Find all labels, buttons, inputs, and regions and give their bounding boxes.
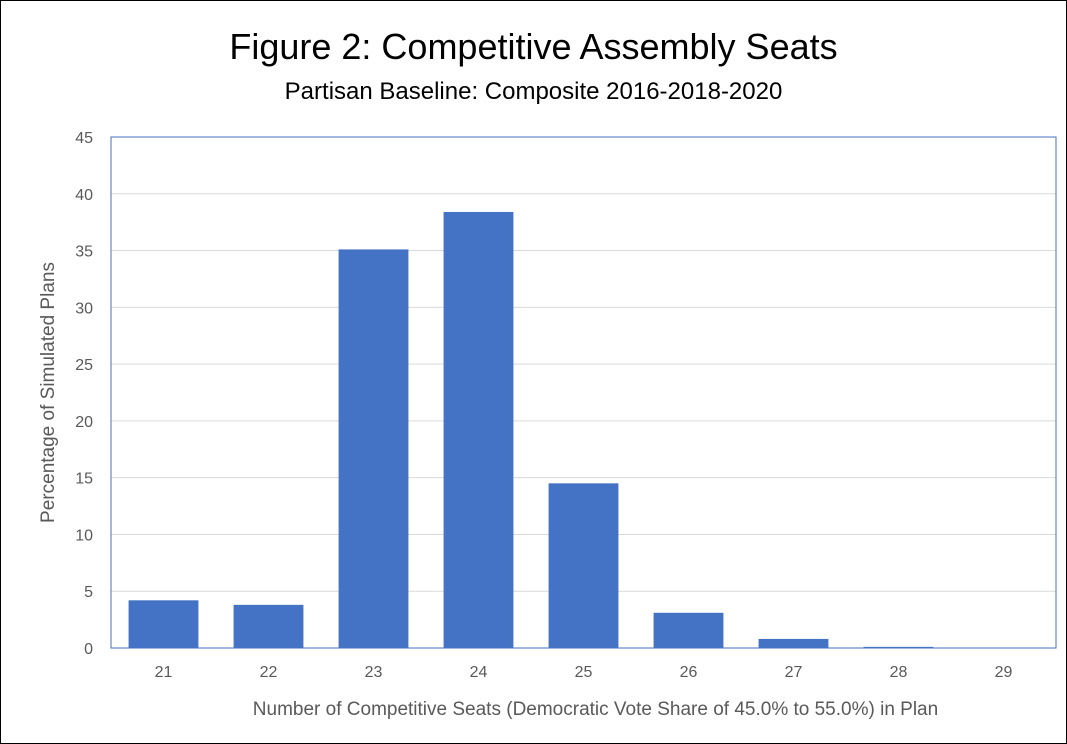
bar-28	[863, 646, 934, 648]
x-tick-label: 21	[155, 664, 173, 681]
y-tick-label: 45	[75, 130, 93, 147]
bars	[128, 211, 934, 649]
x-tick-label: 28	[890, 664, 908, 681]
chart-subtitle: Partisan Baseline: Composite 2016-2018-2…	[284, 78, 783, 105]
gridlines	[111, 193, 1056, 592]
plot-area-border	[110, 136, 1057, 649]
bar-25	[548, 483, 619, 648]
bar-26	[653, 612, 724, 648]
x-tick-label: 23	[365, 664, 383, 681]
bar-22	[233, 604, 304, 648]
bar-23	[338, 249, 409, 649]
chart-title: Figure 2: Competitive Assembly Seats	[229, 26, 838, 67]
y-tick-label: 30	[75, 300, 93, 317]
y-tick-label: 5	[84, 584, 93, 601]
x-axis-label: Number of Competitive Seats (Democratic …	[253, 699, 938, 720]
y-tick-label: 35	[75, 244, 93, 261]
bar-24	[443, 211, 514, 649]
x-tick-label: 29	[995, 664, 1013, 681]
y-tick-label: 15	[75, 471, 93, 488]
x-tick-label: 27	[785, 664, 803, 681]
y-tick-label: 25	[75, 357, 93, 374]
x-tick-label: 22	[260, 664, 278, 681]
y-tick-label: 40	[75, 187, 93, 204]
y-tick-label: 10	[75, 527, 93, 544]
x-axis-ticks: 21 22 23 24 25 26 27 28 29	[155, 664, 1013, 681]
y-axis-ticks: 0 5 10 15 20 25 30 35 40 45	[75, 130, 93, 658]
x-tick-label: 26	[680, 664, 698, 681]
bar-21	[128, 600, 199, 648]
x-tick-label: 24	[470, 664, 488, 681]
bar-27	[758, 638, 829, 648]
y-tick-label: 0	[84, 641, 93, 658]
x-tick-label: 25	[575, 664, 593, 681]
y-axis-label: Percentage of Simulated Plans	[38, 262, 59, 523]
y-tick-label: 20	[75, 414, 93, 431]
